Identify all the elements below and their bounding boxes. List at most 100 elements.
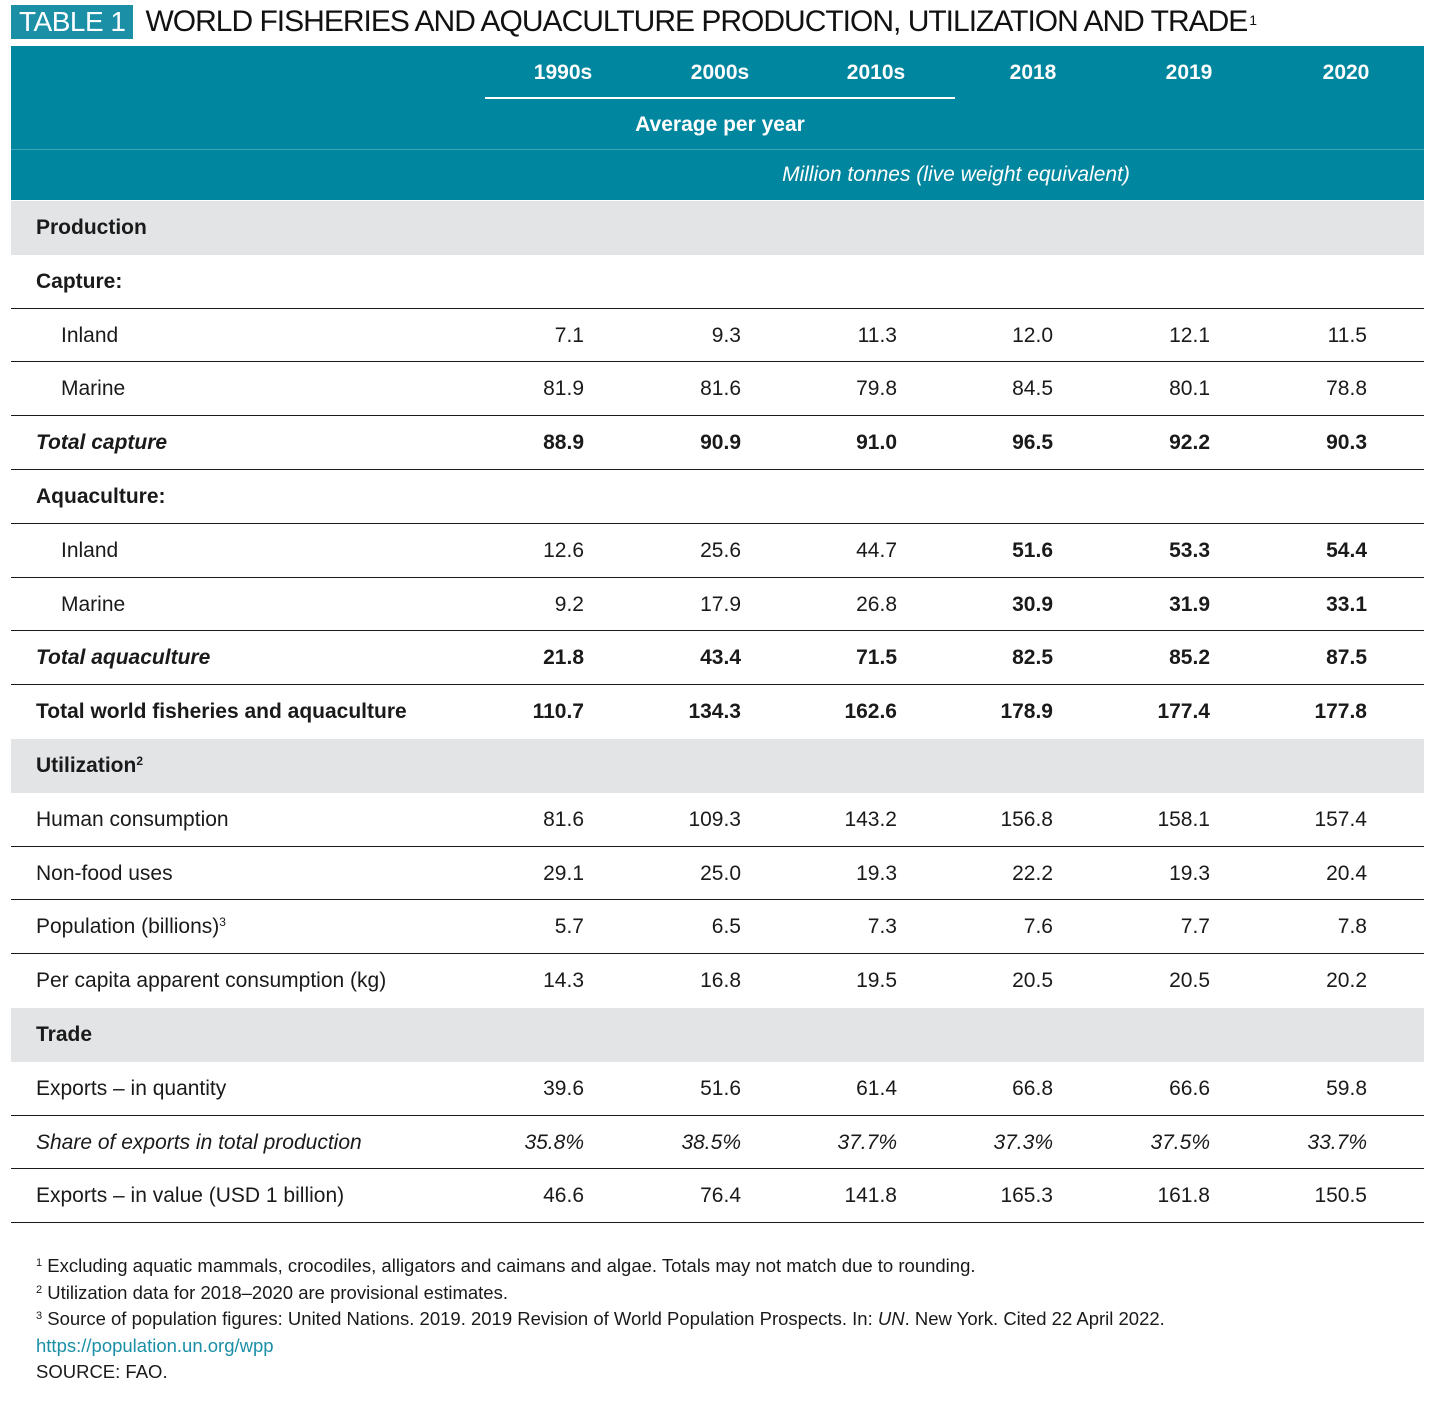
cell-2020: 33.1 (1326, 592, 1367, 616)
cell-2018: 12.0 (1012, 323, 1053, 347)
footnote-3: 3 Source of population figures: United N… (36, 1306, 1165, 1333)
row-label-text: Exports – in value (USD 1 billion) (36, 1184, 345, 1208)
footnote-text: . New York. Cited 22 April 2022. (904, 1308, 1165, 1329)
cell-2020: 7.8 (1337, 915, 1367, 939)
row-label-text: Human consumption (36, 807, 229, 831)
cell-2019: 12.1 (1169, 323, 1210, 347)
cell-2019: 19.3 (1169, 861, 1210, 885)
table-title: WORLD FISHERIES AND AQUACULTURE PRODUCTI… (145, 4, 1257, 40)
column-header-2019: 2019 (1165, 61, 1213, 84)
cell-2010s: 19.5 (856, 969, 897, 993)
row-label: Marine (61, 362, 125, 415)
row-label: Total aquaculture (36, 631, 210, 684)
cell-2019: 158.1 (1157, 807, 1210, 831)
table-row: Exports – in quantity 39.6 51.6 61.4 66.8 66.… (11, 1062, 1424, 1116)
cell-1990s: 21.8 (543, 646, 584, 670)
row-label-text: Utilization (36, 753, 137, 777)
cell-2019: 177.4 (1157, 700, 1210, 724)
table-row: Exports – in value (USD 1 billion) 46.6 76… (11, 1169, 1424, 1224)
cell-2019: 37.5% (1150, 1130, 1210, 1154)
group-heading-row: Aquaculture: (11, 470, 1424, 524)
cell-2019: 92.2 (1169, 431, 1210, 455)
row-label-text: Inland (61, 538, 119, 562)
table-title-footnote-ref: 1 (1249, 12, 1257, 28)
cell-2010s: 91.0 (856, 431, 897, 455)
footnote-marker: 2 (36, 1283, 43, 1296)
table-row: Marine 81.9 81.6 79.8 84.5 80.1 78.8 (11, 362, 1424, 417)
group-heading-row: Capture: (11, 255, 1424, 309)
cell-1990s: 110.7 (532, 700, 584, 724)
section-row: Utilization2 (11, 738, 1424, 793)
row-label: Per capita apparent consumption (kg) (36, 954, 386, 1007)
row-label: Aquaculture: (36, 470, 166, 523)
footnote-1: 1 Excluding aquatic mammals, crocodiles,… (36, 1253, 1165, 1280)
cell-2010s: 162.6 (844, 700, 897, 724)
cell-2010s: 141.8 (844, 1184, 897, 1208)
cell-2010s: 61.4 (856, 1076, 897, 1100)
row-label-text: Total capture (36, 431, 168, 455)
row-label-text: Aquaculture: (36, 484, 166, 508)
footnote-ref: 2 (136, 753, 144, 768)
row-label: Capture: (36, 255, 122, 308)
row-label: Inland (61, 309, 118, 362)
cell-1990s: 7.1 (554, 323, 584, 347)
cell-2018: 165.3 (1000, 1184, 1053, 1208)
cell-1990s: 46.6 (543, 1184, 584, 1208)
cell-2010s: 26.8 (856, 592, 897, 616)
cell-2018: 178.9 (1000, 700, 1053, 724)
table-row: Per capita apparent consumption (kg) 14.3… (11, 954, 1424, 1008)
cell-2010s: 143.2 (844, 807, 897, 831)
cell-2010s: 44.7 (856, 538, 897, 562)
table-row: Share of exports in total production 35.8… (11, 1116, 1424, 1170)
row-label: Utilization2 (36, 739, 143, 792)
table-header: 1990s 2000s 2010s 2018 2019 2020 Average… (11, 46, 1424, 200)
cell-2020: 33.7% (1307, 1130, 1367, 1154)
cell-2018: 37.3% (993, 1130, 1053, 1154)
cell-2010s: 71.5 (856, 646, 897, 670)
row-label: Inland (61, 524, 118, 577)
row-label: Exports – in value (USD 1 billion) (36, 1169, 344, 1222)
column-header-2010s: 2010s (846, 61, 906, 84)
cell-2020: 87.5 (1326, 646, 1367, 670)
cell-2000s: 38.5% (681, 1130, 741, 1154)
cell-2019: 53.3 (1169, 538, 1210, 562)
table-row: Total aquaculture 21.8 43.4 71.5 82.5 85.2 87.… (11, 631, 1424, 686)
cell-2020: 177.8 (1314, 700, 1367, 724)
cell-2000s: 109.3 (688, 807, 741, 831)
section-row: Production (11, 201, 1424, 255)
table-row: Human consumption 81.6 109.3 143.2 156.8 158.… (11, 793, 1424, 847)
column-header-2018: 2018 (1009, 61, 1057, 84)
table-row: Inland 12.6 25.6 44.7 51.6 53.3 54.4 (11, 524, 1424, 578)
footnotes: 1 Excluding aquatic mammals, crocodiles,… (36, 1253, 1165, 1386)
cell-2000s: 43.4 (700, 646, 741, 670)
cell-2018: 7.6 (1023, 915, 1053, 939)
cell-1990s: 9.2 (554, 592, 584, 616)
row-label-text: Share of exports in total production (36, 1130, 362, 1154)
table-body: Production Capture: Inland 7.1 9.3 11.3 12.0 12… (11, 201, 1424, 1224)
cell-2000s: 25.0 (700, 861, 741, 885)
cell-2020: 11.5 (1327, 323, 1367, 347)
table-number-tag: TABLE 1 (11, 5, 134, 39)
cell-2010s: 11.3 (857, 323, 897, 347)
cell-2018: 84.5 (1012, 377, 1053, 401)
cell-2019: 85.2 (1169, 646, 1210, 670)
cell-1990s: 81.9 (543, 377, 584, 401)
row-label-text: Non-food uses (36, 861, 173, 885)
cell-2020: 157.4 (1314, 807, 1367, 831)
average-header-rule (485, 97, 955, 99)
row-label-text: Total world fisheries and aquaculture (36, 700, 407, 724)
row-label-text: Marine (61, 592, 126, 616)
footnote-link[interactable]: https://population.un.org/wpp (36, 1334, 274, 1356)
row-label: Total capture (36, 416, 167, 469)
cell-2019: 66.6 (1169, 1076, 1210, 1100)
cell-2019: 80.1 (1169, 377, 1210, 401)
cell-2000s: 9.3 (711, 323, 741, 347)
cell-2010s: 7.3 (867, 915, 897, 939)
table-row: Inland 7.1 9.3 11.3 12.0 12.1 11.5 (11, 309, 1424, 363)
row-label: Non-food uses (36, 847, 173, 900)
footnote-2: 2 Utilization data for 2018–2020 are pro… (36, 1280, 1165, 1307)
cell-1990s: 12.6 (543, 538, 584, 562)
row-label: Population (billions)3 (36, 900, 226, 953)
table-row: Population (billions)3 5.7 6.5 7.3 7.6 7.7 7.8 (11, 900, 1424, 955)
cell-2019: 20.5 (1169, 969, 1210, 993)
